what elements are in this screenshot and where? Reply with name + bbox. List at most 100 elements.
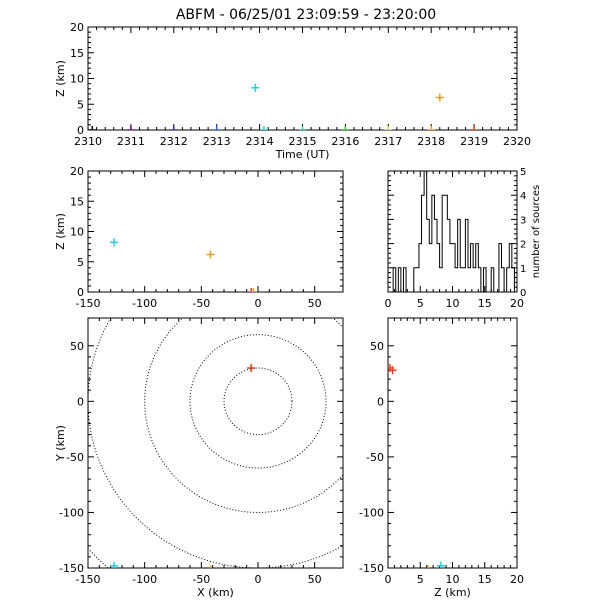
x-tick-label: -100 — [132, 297, 157, 310]
range-rings — [88, 318, 343, 568]
x-tick-label: 20 — [510, 297, 524, 310]
x-axis-label: Z (km) — [434, 586, 471, 599]
panel-plan_view: -150 -100 -50 0 50 -150 -100 -50 0 50 X (km) Y (km) — [54, 317, 344, 599]
data-point — [110, 238, 119, 247]
x-tick-label: 2312 — [160, 135, 188, 148]
x-tick-label: 2315 — [289, 135, 317, 148]
y-tick-label: 5 — [77, 98, 84, 111]
data-point — [169, 126, 178, 130]
data-point — [436, 561, 445, 568]
x-tick-label: 0 — [385, 297, 392, 310]
data-point — [298, 126, 307, 130]
data-point — [341, 126, 350, 130]
histogram-step — [388, 170, 517, 293]
y-tick-label: 0 — [77, 124, 84, 137]
y-tick-label: 0 — [520, 288, 526, 299]
data-point — [247, 364, 256, 372]
x-tick-label: 10 — [446, 573, 460, 586]
y-tick-label: 5 — [520, 167, 526, 178]
x-tick-label: 2319 — [460, 135, 488, 148]
x-tick-label: 20 — [510, 573, 524, 586]
y-tick-label: 20 — [70, 21, 84, 34]
x-tick-label: -50 — [192, 297, 210, 310]
x-tick-label: 0 — [255, 573, 262, 586]
x-tick-label: -150 — [76, 297, 101, 310]
x-tick-label: 15 — [478, 297, 492, 310]
data-point — [212, 126, 221, 130]
x-tick-label: 2316 — [331, 135, 359, 148]
data-points — [388, 364, 445, 568]
x-tick-label: 2314 — [246, 135, 274, 148]
x-tick-label: 2313 — [203, 135, 231, 148]
x-axis-label: Time (UT) — [275, 148, 330, 161]
data-point — [247, 288, 256, 292]
y-axis-label: Z (km) — [54, 213, 67, 250]
x-tick-label: -150 — [76, 573, 101, 586]
y-tick-label: 15 — [70, 47, 84, 60]
data-points — [110, 364, 256, 568]
plot-frame — [387, 317, 518, 569]
y-tick-label: 10 — [70, 73, 84, 86]
plot-frame — [87, 170, 344, 293]
x-tick-label: 50 — [308, 573, 322, 586]
x-tick-label: 50 — [308, 297, 322, 310]
y-tick-label: 15 — [70, 195, 84, 208]
plot-frame — [87, 26, 518, 131]
data-points — [88, 83, 479, 130]
y-tick-label: -100 — [359, 506, 384, 519]
y-tick-label: 3 — [520, 215, 526, 226]
data-point — [126, 126, 135, 130]
panel-height_y: 0 5 10 15 20 -150 -100 -50 0 50 Z (km) — [359, 317, 524, 599]
y-tick-label: 4 — [520, 191, 526, 202]
y-tick-label: 0 — [377, 395, 384, 408]
x-tick-label: 2311 — [117, 135, 145, 148]
x-tick-label: -100 — [132, 573, 157, 586]
y-tick-label: -150 — [359, 562, 384, 575]
y-tick-label: 0 — [77, 395, 84, 408]
x-tick-label: 5 — [417, 573, 424, 586]
y-axis-label: Y (km) — [54, 425, 67, 462]
data-point — [388, 366, 397, 375]
data-point — [249, 288, 258, 292]
panel-time_height: 2310 2311 2312 2313 2314 2315 2316 2317 2318 2319… — [54, 21, 531, 161]
data-point — [110, 561, 119, 568]
plot-frame — [387, 170, 518, 293]
y-tick-label: 2 — [520, 240, 526, 251]
y-tick-label: -150 — [59, 562, 84, 575]
x-tick-label: 2317 — [374, 135, 402, 148]
y-tick-label: -100 — [59, 506, 84, 519]
range-ring — [223, 367, 293, 436]
x-tick-label: 2320 — [503, 135, 531, 148]
data-point — [384, 126, 393, 130]
data-point — [206, 250, 215, 259]
panel-x_height: -150 -100 -50 0 50 0 5 10 15 20 Z (km) — [54, 165, 344, 310]
data-point — [427, 565, 429, 568]
x-tick-label: 2310 — [74, 135, 102, 148]
data-point — [427, 126, 436, 130]
x-tick-label: 2318 — [417, 135, 445, 148]
figure-title: ABFM - 06/25/01 23:09:59 - 23:20:00 — [176, 7, 436, 23]
data-point — [435, 93, 444, 102]
x-axis-label: X (km) — [197, 586, 234, 599]
range-ring — [88, 547, 109, 568]
y-tick-label: -50 — [366, 451, 384, 464]
y-axis-label: Z (km) — [54, 60, 67, 97]
data-point — [251, 83, 260, 92]
y-tick-label: 1 — [520, 264, 526, 275]
range-ring — [189, 334, 327, 469]
y-tick-label: 20 — [70, 165, 84, 178]
y-tick-label: 50 — [70, 340, 84, 353]
data-point — [259, 126, 268, 130]
y-tick-label: 50 — [370, 340, 384, 353]
plot-frame — [87, 317, 344, 569]
x-tick-label: -50 — [192, 573, 210, 586]
data-point — [470, 126, 479, 130]
x-tick-label: 10 — [446, 297, 460, 310]
data-point — [209, 565, 212, 568]
data-points — [110, 238, 258, 292]
y-tick-label: 10 — [70, 226, 84, 239]
y-axis-label: number of sources — [531, 185, 542, 278]
data-point — [88, 126, 97, 130]
